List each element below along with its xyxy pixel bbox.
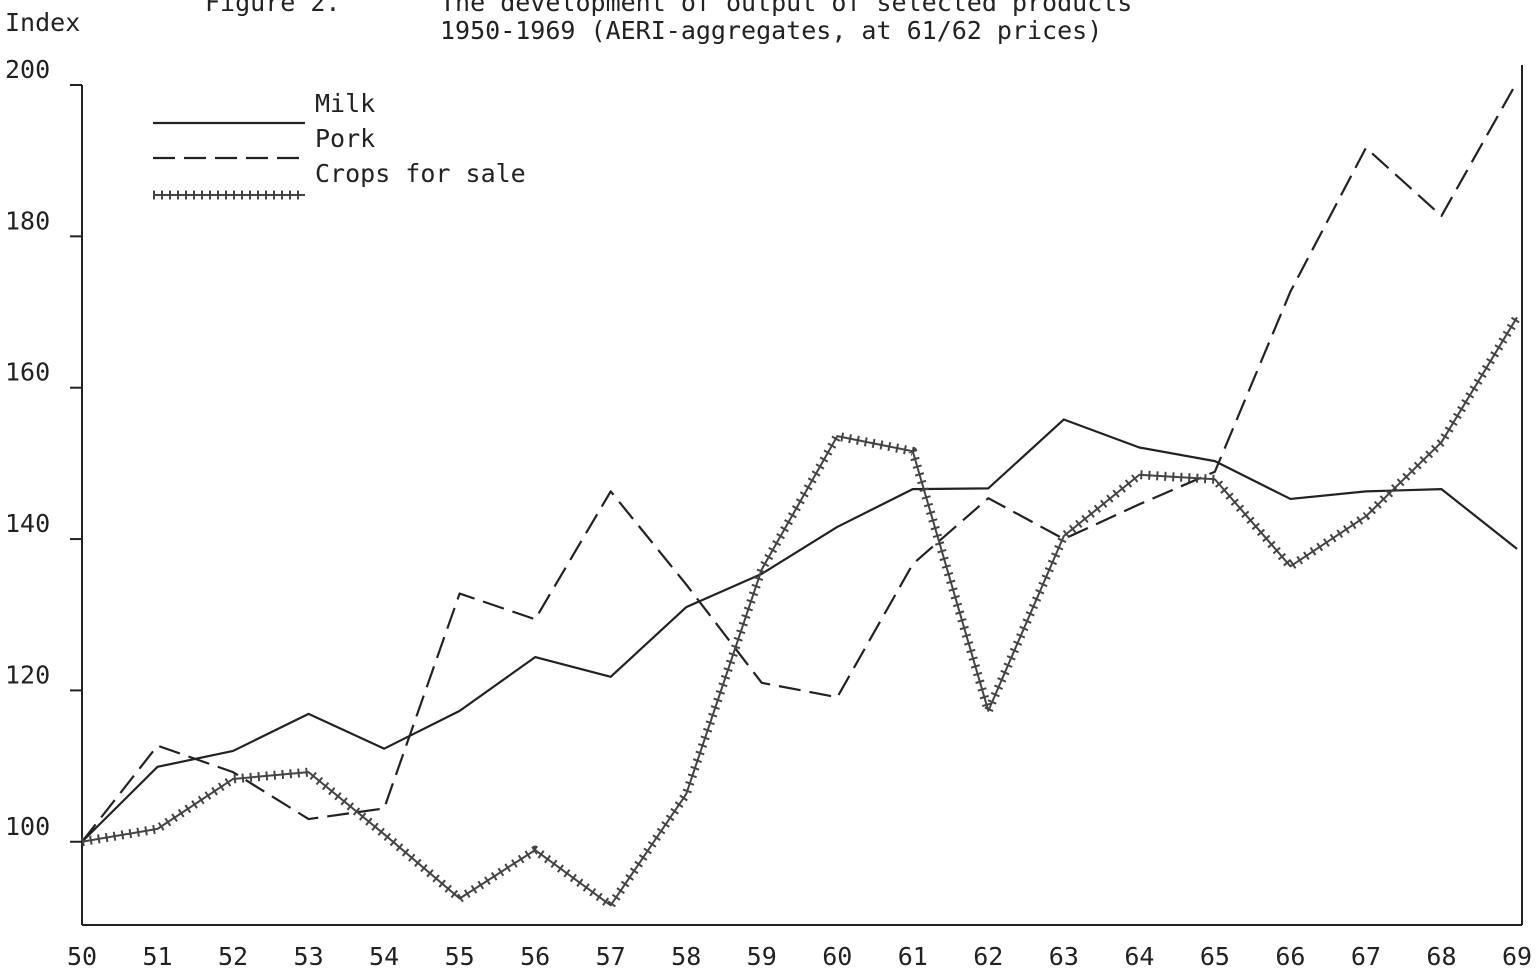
x-tick-label: 61 <box>898 942 928 971</box>
x-tick-label: 67 <box>1351 942 1381 971</box>
x-tick-label: 53 <box>294 942 324 971</box>
figure-label: Figure 2. <box>205 0 340 17</box>
x-tick-label: 54 <box>369 942 399 971</box>
x-tick-label: 59 <box>747 942 777 971</box>
x-tick-label: 64 <box>1124 942 1154 971</box>
series-texture <box>81 314 1521 910</box>
y-tick-label: 200 <box>5 55 50 84</box>
x-tick-label: 58 <box>671 942 701 971</box>
x-tick-label: 68 <box>1426 942 1456 971</box>
x-tick-label: 69 <box>1502 942 1532 971</box>
x-tick-label: 57 <box>596 942 626 971</box>
y-tick-label: 120 <box>5 660 50 689</box>
series-line <box>81 81 1518 843</box>
x-tick-label: 63 <box>1049 942 1079 971</box>
legend-label: Crops for sale <box>315 159 526 188</box>
legend-label: Milk <box>315 89 375 118</box>
x-tick-label: 60 <box>822 942 852 971</box>
y-tick-label: 160 <box>5 358 50 387</box>
x-tick-label: 55 <box>445 942 475 971</box>
x-tick-label: 66 <box>1275 942 1305 971</box>
x-tick-label: 65 <box>1200 942 1230 971</box>
y-axis-label: Index <box>5 8 80 37</box>
y-tick-label: 180 <box>5 206 50 235</box>
x-tick-label: 51 <box>142 942 172 971</box>
y-tick-label: 100 <box>5 812 50 841</box>
chart-subtitle: 1950-1969 (AERI-aggregates, at 61/62 pri… <box>440 16 1102 45</box>
x-tick-label: 50 <box>67 942 97 971</box>
x-tick-label: 62 <box>973 942 1003 971</box>
series-line <box>81 316 1518 907</box>
x-tick-label: 56 <box>520 942 550 971</box>
series-line <box>81 418 1518 843</box>
chart-title: The development of output of selected pr… <box>440 0 1132 17</box>
x-tick-label: 52 <box>218 942 248 971</box>
legend-label: Pork <box>315 124 375 153</box>
y-tick-label: 140 <box>5 509 50 538</box>
